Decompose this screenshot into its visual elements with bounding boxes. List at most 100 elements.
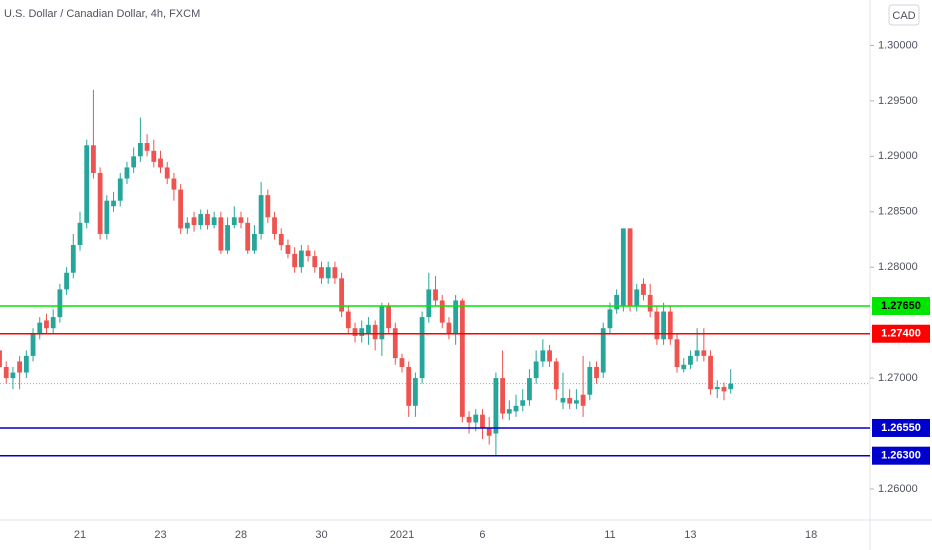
candle-body: [104, 200, 110, 234]
candle-body: [252, 233, 257, 251]
candle-body: [580, 394, 586, 406]
candle-body: [17, 361, 23, 373]
candle-body: [117, 178, 123, 201]
candle-body: [64, 272, 69, 290]
candle-body: [480, 414, 485, 428]
candle-body: [627, 228, 633, 307]
candle-body: [466, 416, 472, 423]
candle-body: [70, 245, 76, 273]
candle-body: [506, 409, 512, 414]
candle-body: [459, 300, 465, 417]
candle-body: [634, 289, 640, 307]
candle-body: [91, 145, 96, 173]
candle-body: [211, 217, 217, 226]
level-tag: [872, 324, 930, 343]
candle-body: [164, 167, 170, 179]
y-tick-label: 1.29000: [878, 150, 918, 162]
y-tick-label: 1.30000: [878, 39, 918, 51]
x-tick-label: 18: [805, 529, 817, 541]
candle-body: [620, 228, 626, 307]
candle-body: [319, 267, 324, 279]
candle-body: [278, 233, 284, 246]
x-tick-label: 6: [479, 529, 485, 541]
candle-body: [419, 317, 425, 379]
candle-body: [272, 217, 277, 234]
candle-body: [151, 150, 157, 162]
candle-body: [446, 322, 452, 334]
candle-body: [600, 328, 606, 373]
candle-body: [37, 322, 43, 334]
currency-label[interactable]: CAD: [892, 10, 915, 22]
candle-body: [144, 143, 150, 151]
candle-body: [641, 283, 646, 295]
candle-body: [111, 200, 116, 207]
x-tick-label: 30: [315, 529, 327, 541]
candle-body: [587, 366, 593, 395]
candle-body: [23, 355, 29, 373]
x-tick-label: 21: [74, 529, 86, 541]
candle-body: [527, 378, 532, 401]
candle-body: [553, 361, 559, 390]
candle-body: [654, 311, 660, 340]
candle-body: [77, 222, 83, 246]
candle-body: [298, 250, 304, 268]
candle-body: [352, 328, 358, 336]
level-tag: [872, 297, 930, 316]
candle-body: [44, 320, 49, 329]
candle-body: [701, 350, 707, 356]
candle-body: [124, 167, 130, 179]
candle-body: [178, 189, 184, 229]
candle-body: [473, 414, 479, 423]
candle-body: [305, 250, 311, 257]
candle-body: [594, 366, 599, 379]
y-tick-label: 1.27000: [878, 372, 918, 384]
candle-body: [218, 217, 224, 251]
candle-body: [493, 378, 499, 434]
candle-body: [681, 364, 687, 370]
y-tick-label: 1.29500: [878, 95, 918, 107]
candle-body: [3, 366, 9, 379]
candle-body: [614, 294, 620, 310]
candle-body: [406, 366, 412, 406]
y-tick-label: 1.28500: [878, 206, 918, 218]
candle-body: [500, 378, 506, 414]
level-tag: [872, 446, 930, 465]
candle-body: [30, 333, 36, 356]
candle-body: [84, 145, 90, 223]
currency-button[interactable]: [888, 4, 920, 26]
candle-body: [728, 383, 734, 390]
level-label: 1.26550: [881, 422, 921, 434]
candle-body: [547, 350, 552, 362]
y-tick-label: 1.28000: [878, 261, 918, 273]
candle-body: [647, 294, 653, 312]
level-label: 1.27400: [881, 328, 921, 340]
x-tick-label: 23: [154, 529, 166, 541]
candle-body: [137, 143, 143, 157]
candle-body: [694, 350, 700, 356]
candle-body: [359, 328, 365, 336]
candle-body: [332, 267, 338, 279]
candle-body: [184, 222, 190, 229]
candle-body: [674, 339, 680, 367]
candle-body: [366, 324, 371, 334]
level-label: 1.27650: [881, 300, 921, 312]
candle-body: [661, 311, 666, 340]
candle-body: [433, 289, 438, 301]
candle-body: [607, 309, 613, 329]
candle-body: [513, 405, 519, 412]
candle-body: [714, 386, 720, 390]
x-tick-label: 13: [684, 529, 696, 541]
y-tick-label: 1.26000: [878, 483, 918, 495]
candle-body: [688, 355, 693, 365]
candle-body: [540, 350, 546, 362]
candle-body: [533, 361, 539, 379]
level-tag: [872, 418, 930, 437]
candle-body: [386, 306, 391, 329]
candle-body: [325, 267, 331, 279]
candle-body: [205, 213, 210, 226]
candle-body: [245, 222, 251, 251]
x-tick-label: 2021: [390, 529, 414, 541]
candle-body: [486, 427, 492, 436]
candle-body: [97, 172, 103, 234]
